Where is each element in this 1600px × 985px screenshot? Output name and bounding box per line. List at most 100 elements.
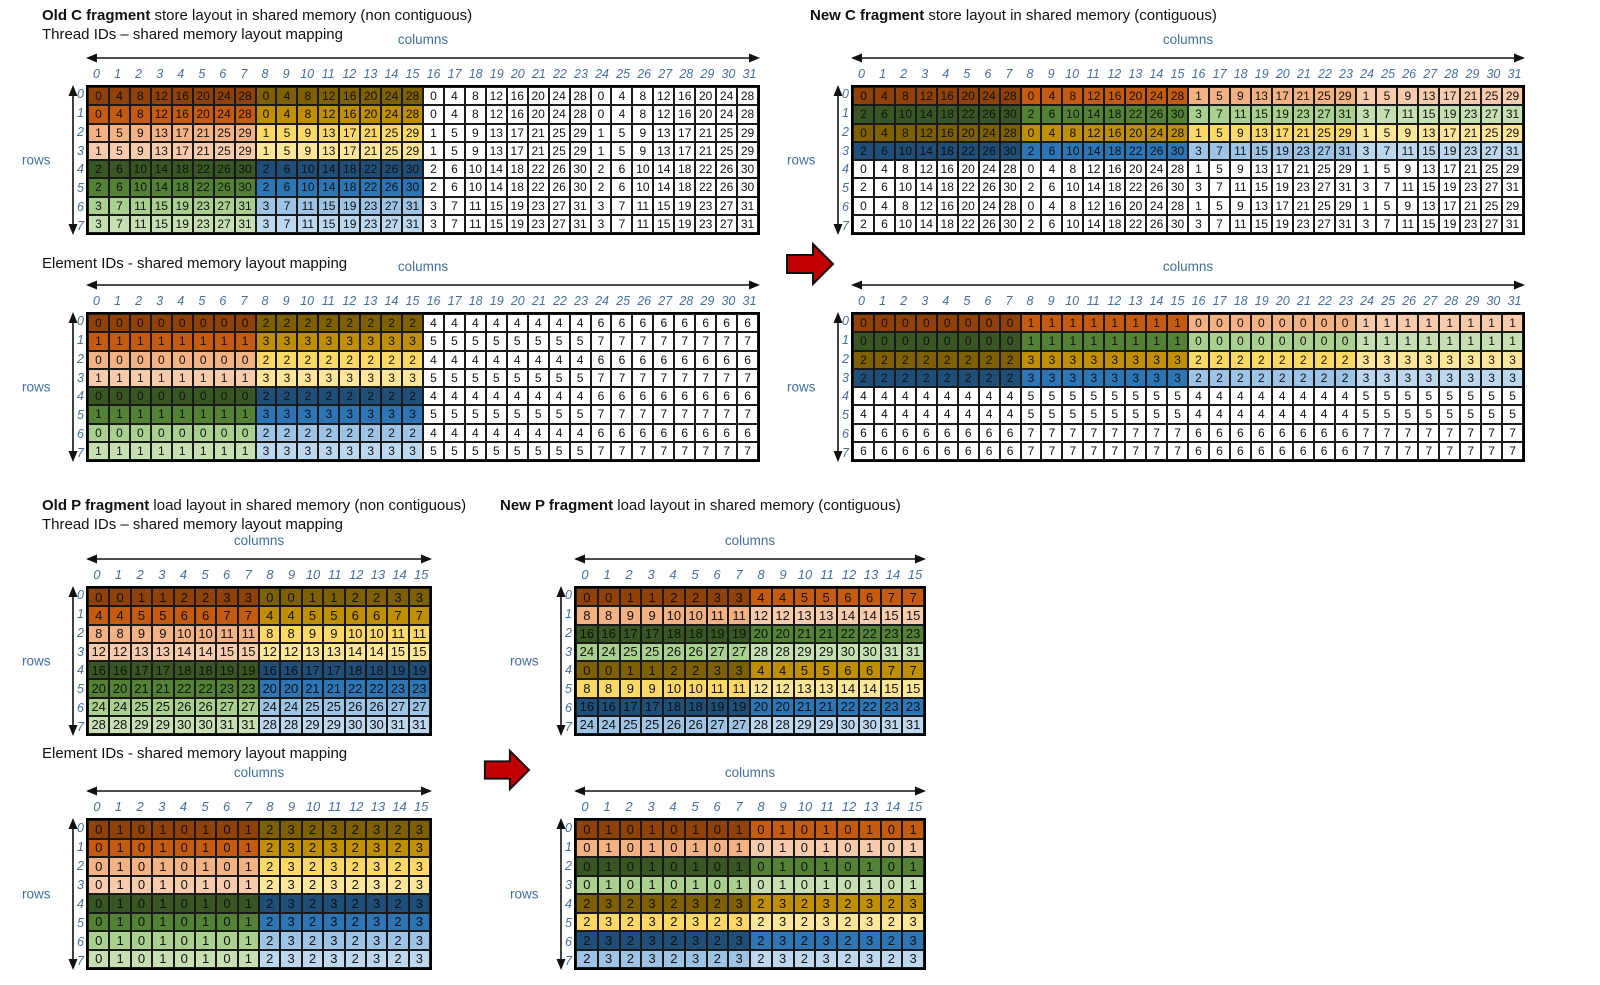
grid-cell: 3 <box>280 912 302 931</box>
grid-cell: 7 <box>653 368 675 387</box>
grid-cell: 0 <box>130 875 153 894</box>
grid-cell: 22 <box>957 178 979 197</box>
grid-cell: 1 <box>194 857 217 876</box>
grid-cell: 2 <box>873 350 895 369</box>
grid-cell: 9 <box>1229 123 1251 142</box>
grid-cell: 4 <box>1188 405 1209 424</box>
grid-cell: 6 <box>716 423 738 442</box>
grid-cell: 31 <box>1334 214 1356 233</box>
grid-cell: 3 <box>1418 368 1440 387</box>
grid-cell: 5 <box>1208 123 1230 142</box>
grid-cell: 2 <box>344 820 366 839</box>
grid-cell: 3 <box>1167 350 1188 369</box>
grid-cell: 0 <box>915 314 937 333</box>
grid-cell: 5 <box>793 588 816 607</box>
grid-cell: 21 <box>793 624 816 643</box>
grid-cell: 2 <box>853 214 874 233</box>
grid-cell: 5 <box>1104 405 1126 424</box>
grid-cell: 6 <box>873 141 895 160</box>
col-header: 4 <box>177 67 185 81</box>
grid-cell: 8 <box>597 679 620 698</box>
grid-cell: 22 <box>1125 178 1147 197</box>
col-header: 30 <box>1486 294 1501 308</box>
grid-cell: 20 <box>695 105 717 124</box>
grid-cell: 29 <box>323 715 345 734</box>
grid-cell: 24 <box>576 642 598 661</box>
grid-cell: 2 <box>576 912 598 931</box>
grid-cell: 4 <box>108 87 130 106</box>
grid-cell: 12 <box>109 642 131 661</box>
grid-cell: 1 <box>1146 314 1168 333</box>
grid-cell: 0 <box>793 820 816 839</box>
grid-cell: 2 <box>576 949 598 968</box>
grid-cell: 1 <box>152 949 174 968</box>
grid-cell: 2 <box>853 178 874 197</box>
grid-cell: 15 <box>318 196 340 215</box>
row-header: 1 <box>565 839 572 854</box>
grid-cell: 2 <box>387 857 409 876</box>
grid-cell: 6 <box>1250 441 1272 460</box>
grid-cell: 6 <box>858 661 881 680</box>
grid-cell: 26 <box>978 214 1000 233</box>
row-header: 0 <box>77 820 84 835</box>
row-header: 6 <box>77 426 84 441</box>
grid-cell: 5 <box>1376 196 1398 215</box>
col-header: 29 <box>700 67 715 81</box>
grid-cell: 30 <box>737 178 758 197</box>
col-header: 31 <box>742 67 757 81</box>
grid-cell: 14 <box>318 178 340 197</box>
col-header: 18 <box>1233 294 1248 308</box>
grid-cell: 28 <box>569 105 591 124</box>
grid-cell: 5 <box>152 606 174 625</box>
grid-cell: 0 <box>837 875 859 894</box>
grid-cell: 0 <box>590 105 612 124</box>
grid-cell: 3 <box>387 588 409 607</box>
grid-cell: 2 <box>1313 350 1335 369</box>
grid-cell: 5 <box>1502 405 1523 424</box>
grid-cell: 5 <box>443 368 465 387</box>
grid-cell: 2 <box>619 894 642 913</box>
grid-cell: 13 <box>323 642 345 661</box>
grid-cell: 4 <box>873 160 895 179</box>
old-p-element-grid: columns 0 1 2 3 4 5 6 7 8 9 10 11 12 13 14 15 rows 0 1 2 3 4… <box>22 765 432 970</box>
grid-cell: 7 <box>611 214 633 233</box>
grid-cell: 24 <box>978 87 1000 106</box>
grid-cell: 2 <box>1292 368 1314 387</box>
grid-cell: 6 <box>276 178 298 197</box>
grid-cell: 28 <box>402 87 423 106</box>
grid-cell: 16 <box>597 697 620 716</box>
grid-cell: 7 <box>611 441 633 460</box>
grid-cell: 25 <box>152 697 174 716</box>
grid-cell: 3 <box>323 949 345 968</box>
col-header: 22 <box>1317 67 1332 81</box>
grid-cell: 5 <box>1460 405 1482 424</box>
grid-cell: 0 <box>88 350 109 369</box>
grid-cell: 2 <box>255 178 277 197</box>
grid-cell: 2 <box>853 141 874 160</box>
grid-cell: 6 <box>108 160 130 179</box>
grid-cell: 29 <box>569 141 591 160</box>
grid-cell: 1 <box>237 894 259 913</box>
grid-cell: 9 <box>1229 196 1251 215</box>
grid-cell: 4 <box>108 105 130 124</box>
grid-cell: 18 <box>344 661 366 680</box>
columns-axis-arrow-icon <box>86 554 432 564</box>
row-header: 3 <box>77 370 84 385</box>
column-headers: 0 1 2 3 4 5 6 7 8 9 10 11 12 13 14 15 16 17 18 19 20 21 22 23 24… <box>851 65 1525 83</box>
grid-cell: 3 <box>902 931 924 950</box>
grid-cell: 7 <box>695 405 717 424</box>
grid-cell: 19 <box>1271 178 1293 197</box>
grid-cell: 24 <box>381 87 403 106</box>
grid-cell: 7 <box>590 368 612 387</box>
grid-cell: 1 <box>152 820 174 839</box>
grid-cell: 1 <box>1439 332 1461 351</box>
grid-cell: 7 <box>1376 423 1398 442</box>
grid-cell: 2 <box>344 949 366 968</box>
grid-cell: 1 <box>1418 314 1440 333</box>
grid-cell: 2 <box>590 178 612 197</box>
grid-cell: 8 <box>464 87 486 106</box>
grid-cell: 27 <box>408 697 430 716</box>
grid-cell: 11 <box>1229 214 1251 233</box>
grid-cell: 16 <box>339 87 361 106</box>
grid-cell: 19 <box>706 697 729 716</box>
